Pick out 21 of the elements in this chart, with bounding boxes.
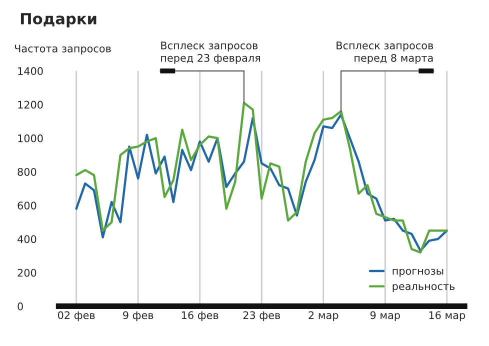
annotation: Всплеск запросов перед 8 марта bbox=[336, 42, 434, 64]
x-tick-label: 16 мар bbox=[429, 311, 466, 322]
x-tick-label: 9 мар bbox=[370, 311, 400, 322]
y-tick-label: 0 bbox=[18, 302, 23, 310]
chart-title: Подарки bbox=[20, 13, 96, 28]
y-axis-title: Частота запросов bbox=[14, 44, 111, 54]
x-tick-label: 02 фев bbox=[58, 311, 95, 322]
y-tick-label: 1000 bbox=[18, 134, 43, 142]
x-tick-label: 9 фев bbox=[123, 311, 154, 322]
y-tick-label: 600 bbox=[18, 202, 36, 210]
legend-label: реальность bbox=[392, 284, 455, 292]
x-tick-label: 23 фев bbox=[243, 311, 280, 322]
legend-label: прогнозы bbox=[392, 268, 444, 277]
x-tick-label: 2 мар bbox=[308, 311, 338, 322]
y-tick-label: 1400 bbox=[18, 67, 43, 76]
y-tick-label: 800 bbox=[18, 168, 36, 176]
y-tick-label: 400 bbox=[18, 235, 36, 244]
y-tick-label: 1200 bbox=[18, 100, 43, 109]
annotation: Всплеск запросов перед 23 февраля bbox=[161, 42, 260, 64]
x-tick-label: 16 фев bbox=[182, 311, 218, 322]
y-tick-label: 200 bbox=[18, 268, 36, 277]
